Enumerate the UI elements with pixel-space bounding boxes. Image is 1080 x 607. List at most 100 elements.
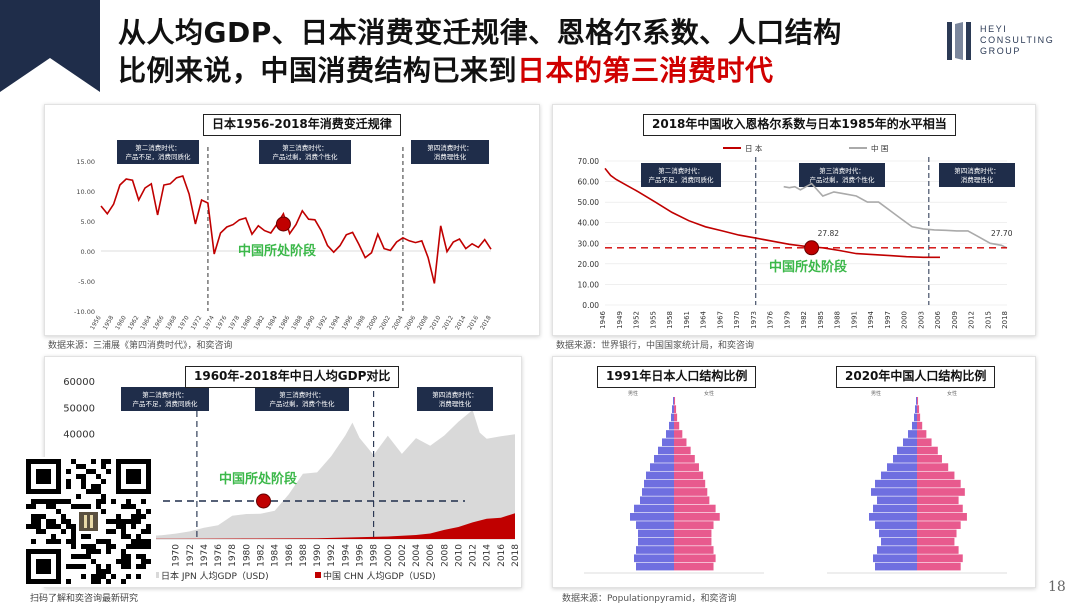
qr-module: [71, 504, 76, 509]
heyi-logo-icon: [947, 22, 971, 60]
qr-module: [61, 529, 66, 534]
x-tick-label: 1961: [683, 311, 691, 329]
x-tick-label: 2014: [483, 544, 493, 567]
qr-module: [26, 504, 31, 509]
legend-china-swatch: [315, 572, 321, 578]
japan-male-bar: [673, 397, 674, 405]
panel-population-structure: 男性 女性 男性 女性 1991年日本人口结构比例 2020年中国人口结构比例: [552, 356, 1036, 588]
x-tick-label: 1974: [200, 544, 210, 567]
china-female-bar: [917, 504, 963, 513]
china-position-marker: [256, 493, 272, 509]
china-female-bar: [917, 521, 961, 529]
qr-module: [111, 519, 116, 524]
china-male-bar: [875, 479, 917, 488]
qr-module: [146, 524, 151, 529]
china-female-bar: [917, 537, 955, 546]
panel-title-japan: 1991年日本人口结构比例: [597, 366, 757, 388]
japan-male-bar: [654, 455, 674, 463]
qr-module: [66, 524, 71, 529]
qr-finder-core: [36, 559, 51, 574]
qr-module: [86, 554, 91, 559]
china-position-marker: [275, 216, 291, 232]
qr-module: [106, 469, 111, 474]
japan-male-bar: [638, 529, 674, 538]
japan-female-bar: [674, 438, 687, 447]
x-tick-label: 2016: [497, 544, 507, 567]
qr-module: [136, 509, 141, 514]
female-label: 女性: [704, 390, 714, 397]
x-tick-label: 1970: [177, 314, 191, 331]
china-female-bar: [917, 421, 923, 430]
y-tick-label: 0.00: [81, 248, 95, 256]
x-tick-label: 2006: [404, 314, 418, 331]
qr-module: [76, 464, 81, 469]
panel-title-china: 2020年中国人口结构比例: [836, 366, 996, 388]
qr-module: [126, 544, 131, 549]
china-female-bar: [917, 405, 920, 413]
qr-module: [131, 504, 136, 509]
y-tick-label: 60000: [63, 377, 95, 388]
qr-module: [136, 514, 141, 519]
qr-module: [86, 504, 91, 509]
qr-module: [101, 479, 106, 484]
japan-female-bar: [674, 397, 676, 405]
x-tick-label: 1976: [215, 314, 229, 331]
qr-module: [91, 484, 96, 489]
x-tick-label: 1994: [867, 310, 875, 328]
qr-module: [46, 539, 51, 544]
female-label: 女性: [947, 390, 957, 397]
japan-female-bar: [674, 463, 699, 471]
x-tick-label: 1982: [800, 311, 808, 329]
china-male-bar: [875, 562, 917, 571]
data-label-china: 27.70: [991, 229, 1013, 238]
qr-module: [101, 494, 106, 499]
qr-module: [116, 524, 121, 529]
y-tick-label: 70.00: [578, 157, 600, 166]
y-tick-label: 10.00: [76, 188, 95, 196]
qr-module: [106, 579, 111, 584]
x-tick-label: 1984: [265, 314, 279, 331]
qr-module: [136, 544, 141, 549]
era-second-label-box: [121, 387, 209, 411]
china-male-bar: [873, 554, 917, 563]
qr-module: [81, 479, 86, 484]
qr-module: [101, 569, 106, 574]
china-female-bar: [917, 554, 963, 563]
x-tick-label: 1979: [783, 311, 791, 329]
data-label-japan: 27.82: [818, 229, 840, 238]
qr-module: [121, 504, 126, 509]
qr-module: [86, 544, 91, 549]
china-male-bar: [875, 521, 917, 529]
japan-female-bar: [674, 554, 716, 563]
qr-code[interactable]: [22, 457, 156, 587]
x-tick-label: 1982: [253, 314, 267, 331]
qr-module: [96, 549, 101, 554]
qr-module: [146, 509, 151, 514]
title-line-2-prefix: 比例来说，中国消费结构已来到: [118, 54, 518, 87]
source-note: 数据来源：三浦展《第四消费时代》，和奕咨询: [48, 341, 233, 351]
qr-module: [96, 474, 101, 479]
qr-module: [91, 559, 96, 564]
china-male-bar: [897, 446, 917, 455]
qr-module: [71, 554, 76, 559]
qr-module: [106, 564, 111, 569]
x-tick-label: 1966: [152, 314, 166, 331]
japan-consumption-chart: 第二消费时代：产品不足，消费同质化 第三消费时代：产品过剩，消费个性化 第四消费时代…: [74, 140, 493, 331]
qr-module: [76, 504, 81, 509]
japan-male-bar: [644, 479, 674, 488]
japan-female-bar: [674, 471, 704, 480]
era-second-label-line1: 第二消费时代：: [135, 143, 181, 152]
qr-module: [96, 499, 101, 504]
x-tick-label: 2004: [412, 544, 422, 567]
qr-module: [66, 579, 71, 584]
qr-module: [126, 504, 131, 509]
qr-module: [76, 554, 81, 559]
qr-module: [86, 534, 91, 539]
qr-module: [31, 519, 36, 524]
qr-module: [81, 504, 86, 509]
qr-module: [81, 564, 86, 569]
x-tick-label: 1972: [186, 544, 196, 567]
japan-male-bar: [636, 546, 674, 554]
japan-male-bar: [636, 521, 674, 529]
qr-module: [36, 529, 41, 534]
